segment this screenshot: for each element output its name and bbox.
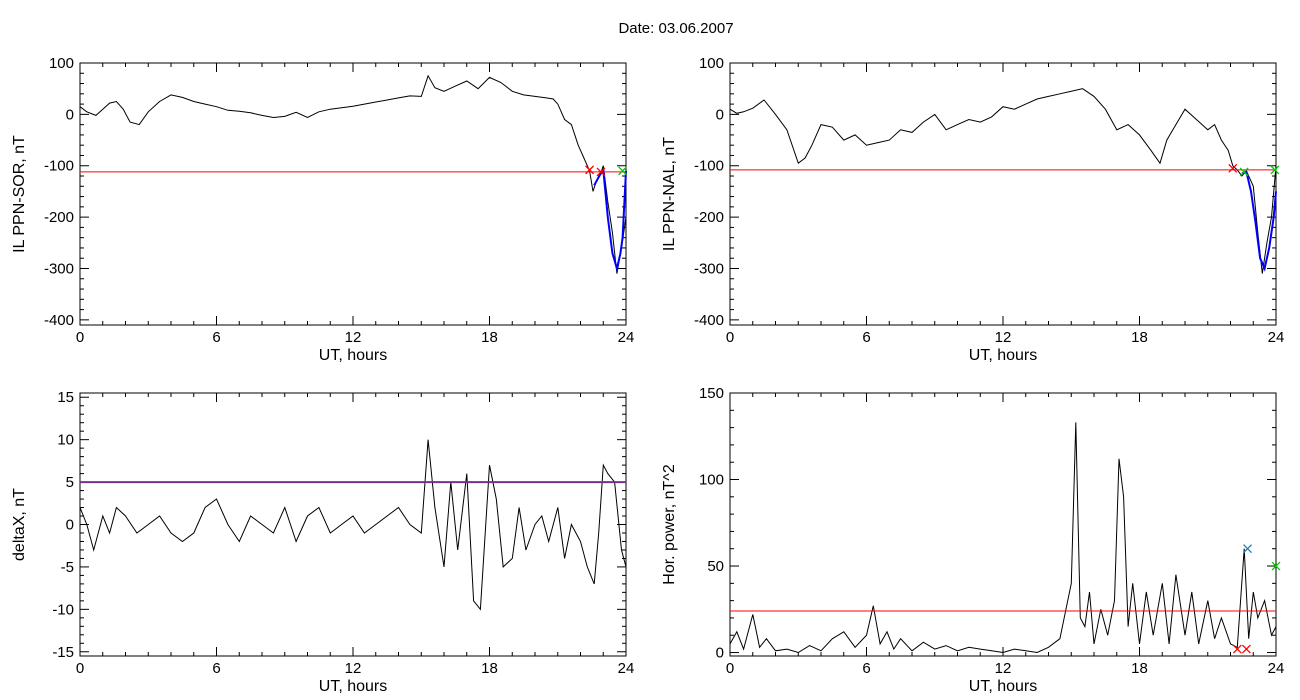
y-tick-label: 0: [716, 106, 724, 123]
series-line-0: [79, 439, 627, 611]
x-marker: [1239, 167, 1249, 177]
x-marker: [1228, 163, 1238, 173]
y-tick-label: 10: [57, 432, 74, 449]
x-marker: [1243, 544, 1253, 554]
plot-frame: [729, 62, 1277, 326]
x-tick-label: 12: [345, 660, 362, 677]
series-line-1: [1241, 170, 1277, 272]
series-line-0: [79, 74, 627, 274]
y-tick-label: -15: [52, 644, 74, 661]
y-tick-label: -200: [44, 209, 74, 226]
x-marker: [1271, 561, 1281, 571]
x-marker: [1270, 165, 1280, 175]
y-tick-label: -100: [44, 158, 74, 175]
chart-panel-p2: 0 6 12 18 24 UT, hours -400 -300 -200 -100 0 100 IL …: [661, 55, 1284, 364]
x-tick-label: 12: [345, 329, 362, 346]
x-marker: [596, 167, 606, 177]
x-tick-label: 24: [618, 660, 635, 677]
chart-panel-p3: 0 6 12 18 24 UT, hours -15 -10 -5 0 5 10 15 deltaX, n…: [11, 389, 634, 695]
chart-panel-p1: 0 6 12 18 24 UT, hours -400 -300 -200 -100 0 100 IL …: [11, 55, 634, 364]
x-tick-label: 12: [995, 660, 1012, 677]
x-tick-label: 0: [726, 660, 734, 677]
y-tick-label: 100: [699, 55, 724, 72]
y-tick-label: -10: [52, 601, 74, 618]
x-marker: [1232, 644, 1242, 654]
y-tick-label: -200: [694, 209, 724, 226]
date-title: Date: 03.06.2007: [618, 20, 733, 37]
series-line-0: [729, 88, 1277, 274]
plot-frame: [729, 392, 1277, 657]
x-tick-label: 24: [618, 329, 635, 346]
y-tick-label: -400: [44, 312, 74, 329]
x-axis-label: UT, hours: [319, 347, 387, 364]
y-tick-label: 0: [66, 517, 74, 534]
x-axis-label: UT, hours: [319, 678, 387, 695]
y-tick-label: 50: [707, 558, 724, 575]
x-tick-label: 0: [76, 329, 84, 346]
y-tick-label: -100: [694, 158, 724, 175]
x-marker: [1241, 644, 1251, 654]
y-tick-label: -5: [61, 559, 74, 576]
y-axis-label: IL PPN-SOR, nT: [11, 135, 28, 253]
x-tick-label: 6: [862, 660, 870, 677]
chart-panel-p4: 0 6 12 18 24 UT, hours 0 50 100 150 Hor. power, nT…: [661, 385, 1284, 695]
y-axis-label: Hor. power, nT^2: [661, 464, 678, 585]
x-tick-label: 0: [76, 660, 84, 677]
x-tick-label: 18: [1131, 660, 1148, 677]
y-axis-label: IL PPN-NAL, nT: [661, 137, 678, 251]
y-tick-label: -300: [44, 260, 74, 277]
y-tick-label: 100: [699, 472, 724, 489]
y-tick-label: -300: [694, 260, 724, 277]
x-marker: [585, 165, 595, 175]
x-tick-label: 18: [1131, 329, 1148, 346]
plot-frame: [79, 62, 627, 326]
x-marker: [618, 166, 628, 176]
y-tick-label: 15: [57, 389, 74, 406]
x-tick-label: 24: [1268, 660, 1285, 677]
y-tick-label: 5: [66, 474, 74, 491]
y-tick-label: 0: [66, 106, 74, 123]
y-tick-label: -400: [694, 312, 724, 329]
x-tick-label: 18: [481, 329, 498, 346]
x-tick-label: 6: [212, 660, 220, 677]
y-axis-label: deltaX, nT: [11, 488, 28, 561]
x-tick-label: 12: [995, 329, 1012, 346]
x-tick-label: 0: [726, 329, 734, 346]
y-tick-label: 100: [49, 55, 74, 72]
x-tick-label: 6: [862, 329, 870, 346]
x-axis-label: UT, hours: [969, 678, 1037, 695]
series-line-1: [593, 167, 627, 273]
y-tick-label: 150: [699, 385, 724, 402]
x-tick-label: 6: [212, 329, 220, 346]
x-tick-label: 18: [481, 660, 498, 677]
x-tick-label: 24: [1268, 329, 1285, 346]
y-tick-label: 0: [716, 645, 724, 662]
series-line-0: [729, 422, 1277, 654]
x-axis-label: UT, hours: [969, 347, 1037, 364]
